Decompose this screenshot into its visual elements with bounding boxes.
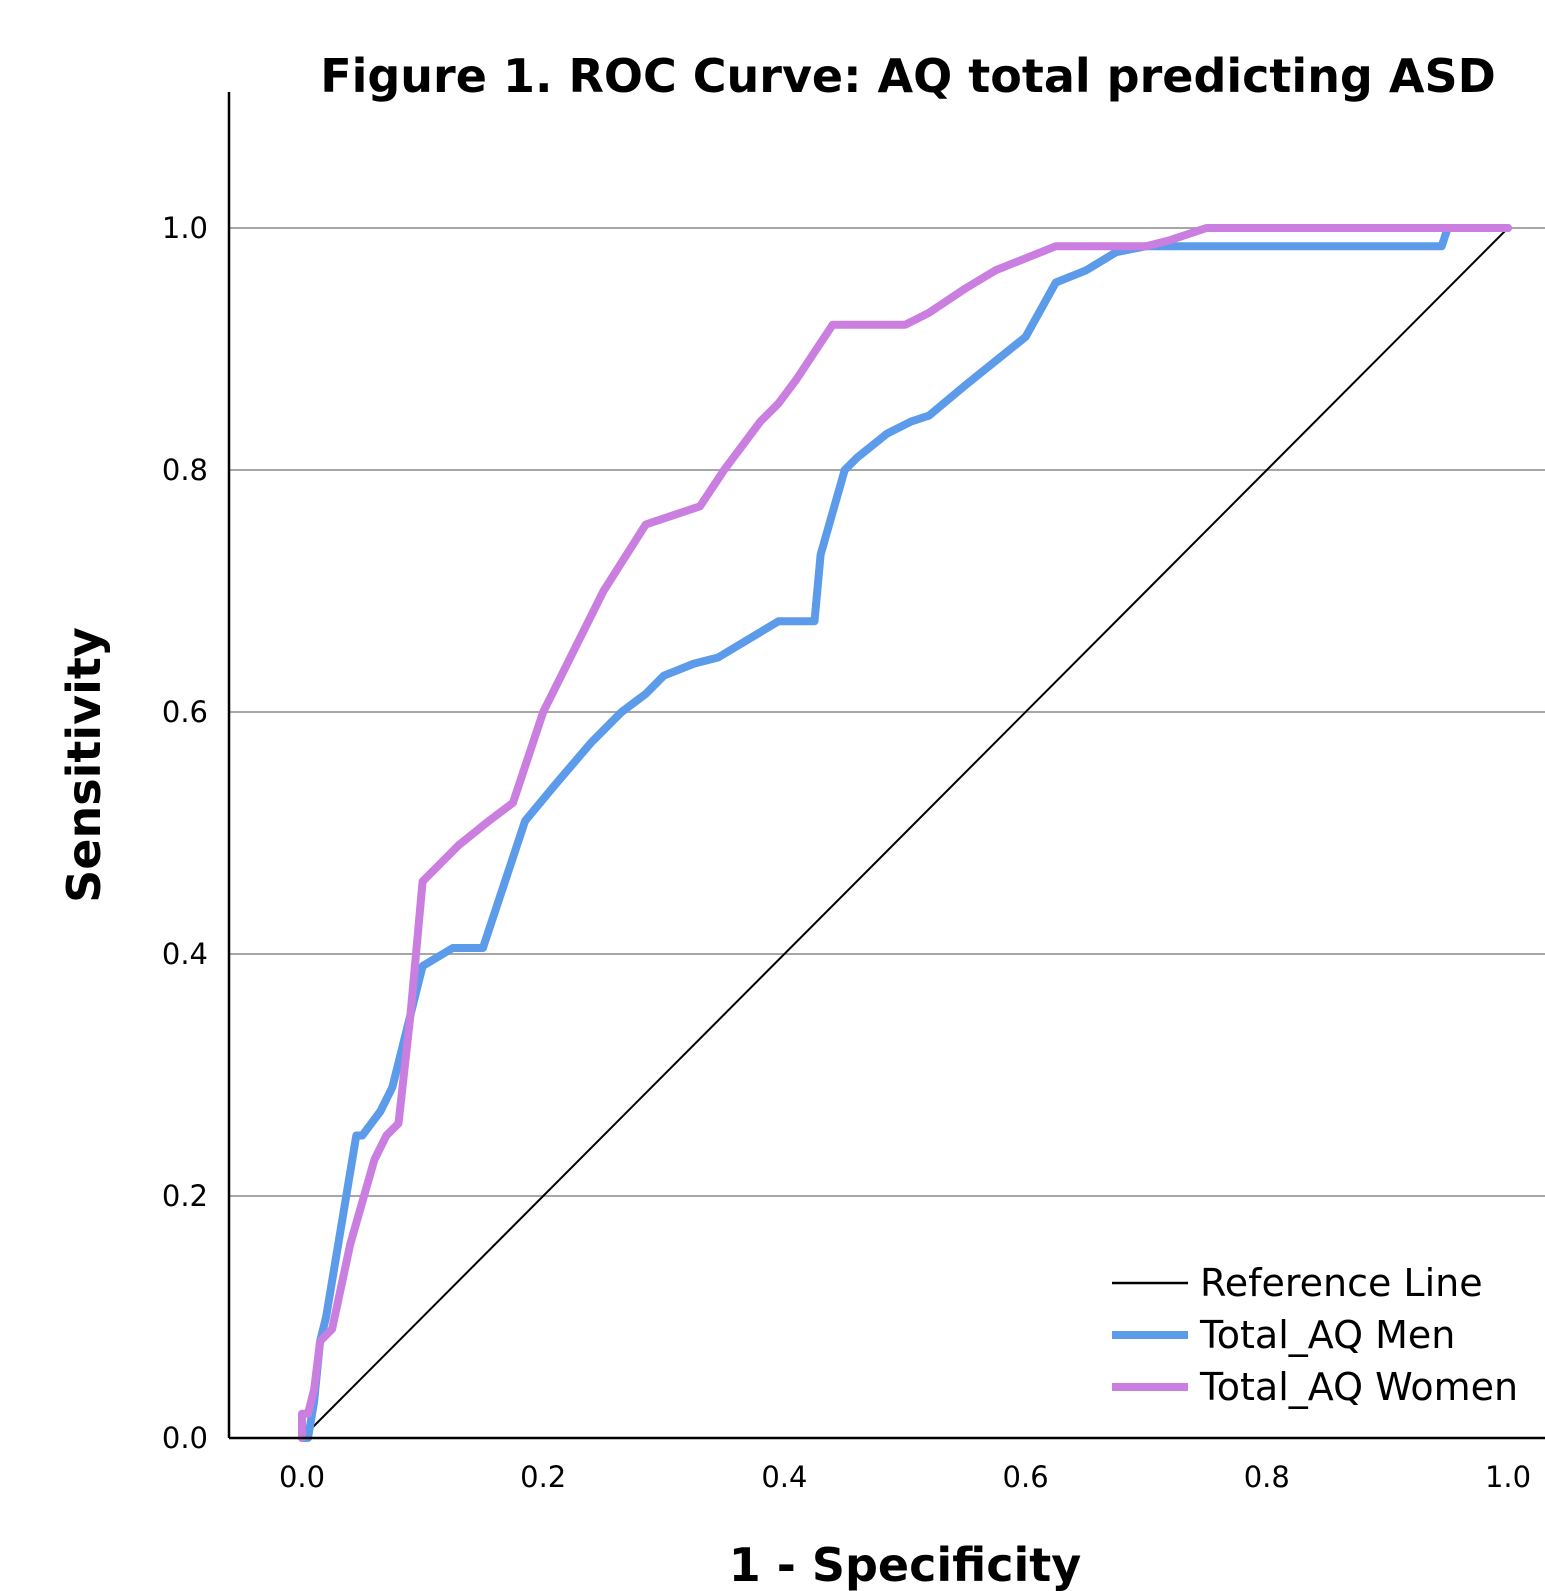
- x-axis-title: 1 - Specificity: [729, 1538, 1082, 1591]
- series-lines: [298, 224, 1512, 1442]
- y-axis-title: Sensitivity: [57, 627, 111, 903]
- legend: Reference Line Total_AQ Men Total_AQ Women: [1112, 1261, 1518, 1409]
- chart-title: Figure 1. ROC Curve: AQ total predicting…: [320, 49, 1496, 103]
- grid-lines: [229, 227, 1545, 1197]
- x-tick-labels: 0.0 0.2 0.4 0.6 0.8 1.0: [279, 1460, 1531, 1494]
- series-line-reference-line: [301, 227, 1509, 1439]
- y-tick-label: 0.4: [162, 937, 208, 971]
- y-tick-label: 1.0: [162, 211, 208, 245]
- legend-label: Total_AQ Men: [1199, 1313, 1455, 1357]
- legend-label: Total_AQ Women: [1199, 1365, 1518, 1409]
- series-line-total-aq-women: [298, 224, 1512, 1442]
- y-tick-labels: 0.0 0.2 0.4 0.6 0.8 1.0: [162, 211, 208, 1455]
- x-tick-label: 0.0: [279, 1460, 325, 1494]
- y-tick-label: 0.6: [162, 695, 208, 729]
- legend-label: Reference Line: [1200, 1261, 1483, 1305]
- y-tick-label: 0.0: [162, 1421, 208, 1455]
- x-tick-label: 1.0: [1485, 1460, 1531, 1494]
- y-tick-label: 0.2: [162, 1179, 208, 1213]
- y-tick-label: 0.8: [162, 453, 208, 487]
- x-tick-label: 0.4: [761, 1460, 807, 1494]
- x-tick-label: 0.2: [520, 1460, 566, 1494]
- x-tick-label: 0.8: [1244, 1460, 1290, 1494]
- x-tick-label: 0.6: [1003, 1460, 1049, 1494]
